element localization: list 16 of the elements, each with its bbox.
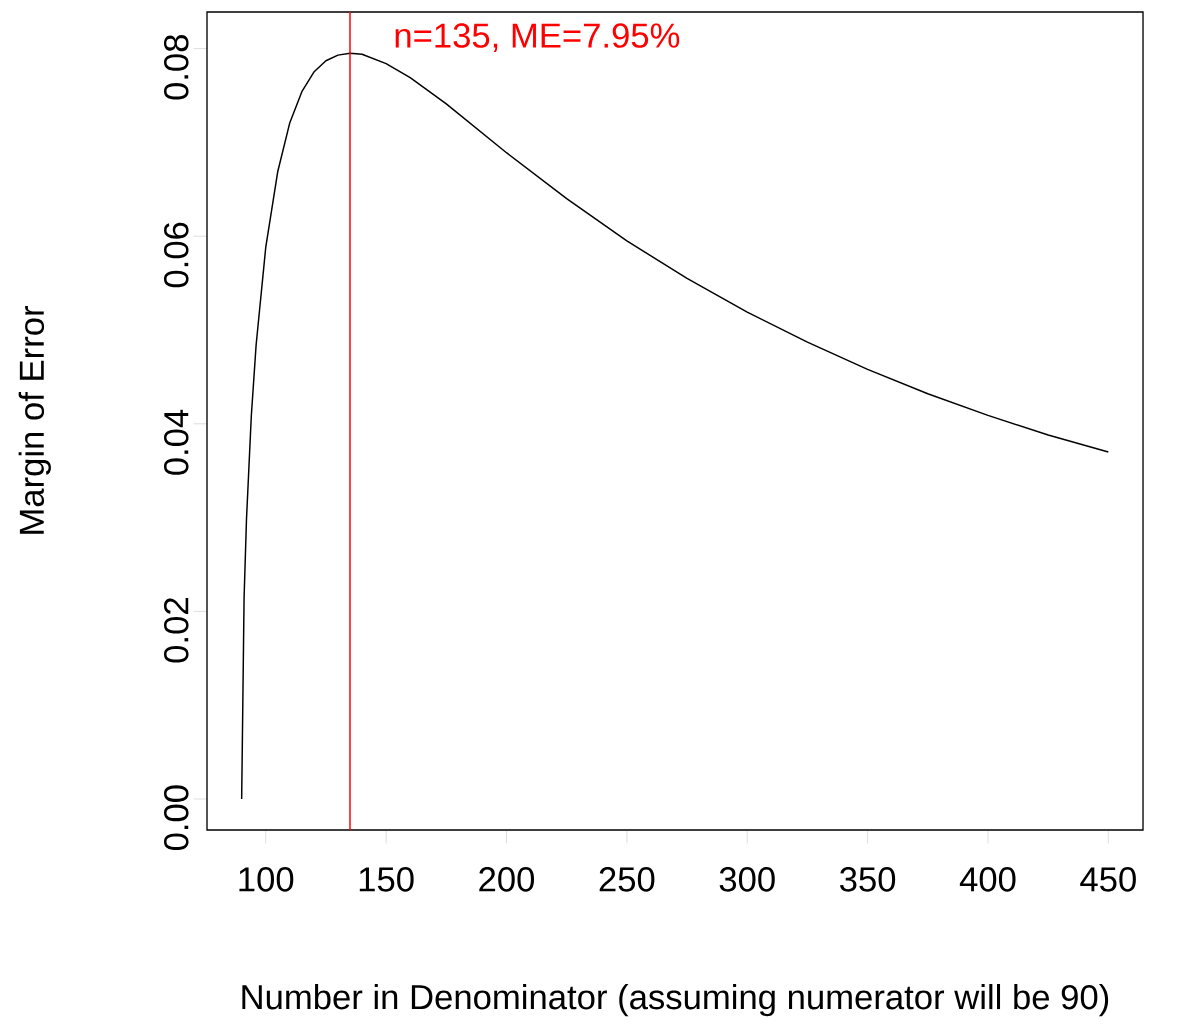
x-tick-label: 300 [719,867,775,892]
y-tick-label: 0.06 [164,222,189,288]
ref-line-label: n=135, ME=7.95% [395,23,680,52]
y-axis-title: Margin of Error [18,306,51,534]
x-tick-label: 150 [359,867,414,892]
x-tick-label: 350 [840,867,896,892]
x-axis-title: Number in Denominator (assuming numerator will be 90) [242,983,1109,1017]
y-tick-label: 0.02 [164,598,189,663]
x-tick-label: 100 [239,867,294,892]
x-tick-label: 400 [959,867,1016,892]
y-tick-label: 0.04 [164,409,189,475]
x-tick-label: 250 [599,867,655,892]
x-tick-label: 450 [1080,867,1136,892]
y-tick-label: 0.08 [164,35,189,100]
y-tick-label: 0.00 [164,785,189,851]
x-tick-label: 200 [479,867,535,892]
